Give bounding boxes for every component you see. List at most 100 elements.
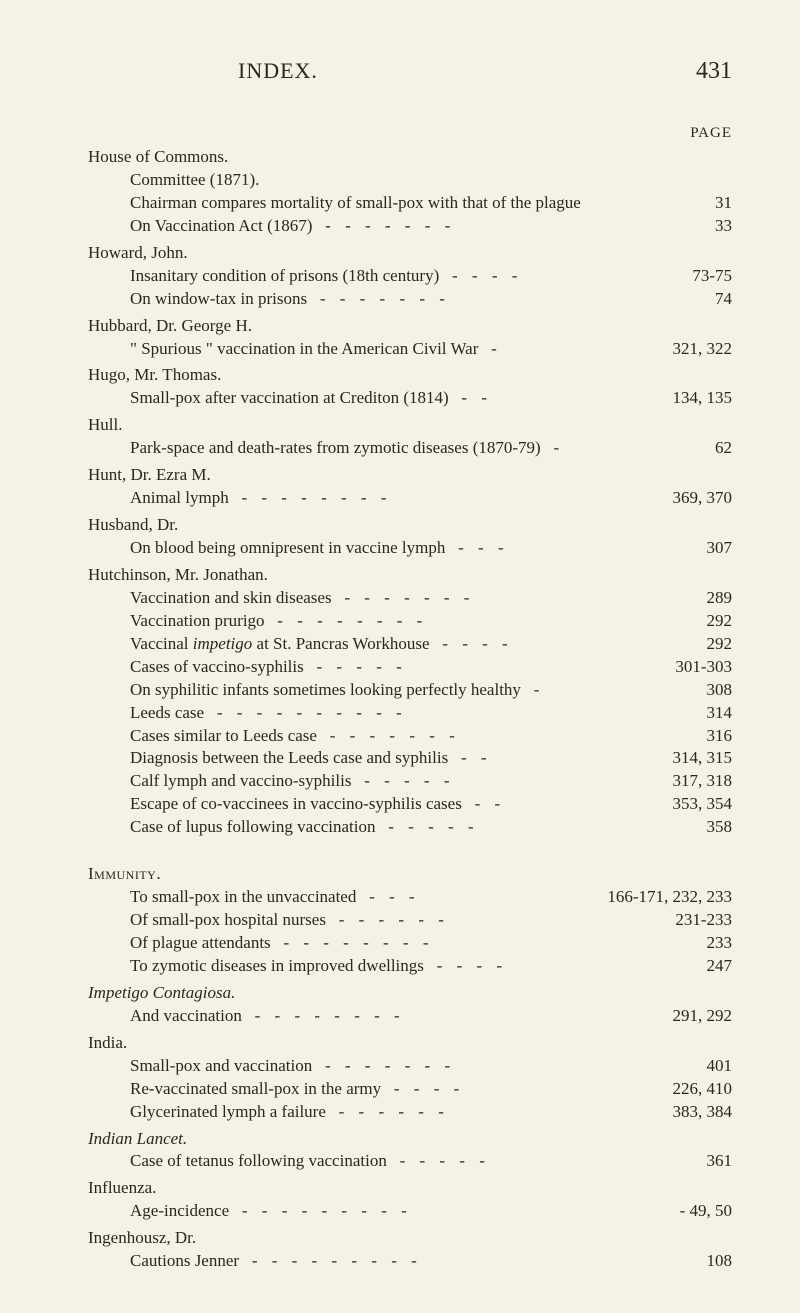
subentry-pages: 307 bbox=[660, 537, 732, 560]
index-subentry: Glycerinated lymph a failure - - - - - -… bbox=[88, 1101, 732, 1124]
subentry-pages: 353, 354 bbox=[612, 793, 732, 816]
index-heading: Ingenhousz, Dr. bbox=[88, 1227, 732, 1250]
subentry-pages: 291, 292 bbox=[612, 1005, 732, 1028]
subentry-text: Small-pox after vaccination at Crediton … bbox=[130, 387, 612, 410]
index-subentry: Cases similar to Leeds case - - - - - - … bbox=[88, 725, 732, 748]
subentry-text: Diagnosis between the Leeds case and syp… bbox=[130, 747, 612, 770]
index-heading: India. bbox=[88, 1032, 732, 1055]
index-subentry: Vaccination and skin diseases - - - - - … bbox=[88, 587, 732, 610]
index-subentry: On syphilitic infants sometimes looking … bbox=[88, 679, 732, 702]
subentry-pages: - 49, 50 bbox=[660, 1200, 732, 1223]
subentry-text: To small-pox in the unvaccinated - - - bbox=[130, 886, 572, 909]
subentry-pages: 314 bbox=[660, 702, 732, 725]
index-entries: House of Commons.Committee (1871).Chairm… bbox=[88, 146, 732, 1273]
index-heading: Hutchinson, Mr. Jonathan. bbox=[88, 564, 732, 587]
subentry-pages: 308 bbox=[660, 679, 732, 702]
subentry-pages: 321, 322 bbox=[612, 338, 732, 361]
subentry-text: Vaccinal impetigo at St. Pancras Workhou… bbox=[130, 633, 660, 656]
index-subentry: Vaccination prurigo - - - - - - - -292 bbox=[88, 610, 732, 633]
subentry-pages: 134, 135 bbox=[612, 387, 732, 410]
index-subentry: Vaccinal impetigo at St. Pancras Workhou… bbox=[88, 633, 732, 656]
index-heading: Husband, Dr. bbox=[88, 514, 732, 537]
subentry-pages: 231-233 bbox=[612, 909, 732, 932]
subentry-pages: 361 bbox=[660, 1150, 732, 1173]
page-number: 431 bbox=[696, 58, 732, 85]
subentry-text: Cases similar to Leeds case - - - - - - … bbox=[130, 725, 660, 748]
index-subentry: Leeds case - - - - - - - - - -314 bbox=[88, 702, 732, 725]
index-heading: Immunity. bbox=[88, 863, 732, 886]
index-title: INDEX. bbox=[238, 58, 318, 84]
subentry-pages: 226, 410 bbox=[612, 1078, 732, 1101]
index-subentry: On Vaccination Act (1867) - - - - - - -3… bbox=[88, 215, 732, 238]
index-subentry: Case of tetanus following vaccination - … bbox=[88, 1150, 732, 1173]
index-subentry: Of small-pox hospital nurses - - - - - -… bbox=[88, 909, 732, 932]
subentry-text: Calf lymph and vaccino-syphilis - - - - … bbox=[130, 770, 612, 793]
index-heading: Hunt, Dr. Ezra M. bbox=[88, 464, 732, 487]
index-subentry: Of plague attendants - - - - - - - -233 bbox=[88, 932, 732, 955]
subentry-text: Re-vaccinated small-pox in the army - - … bbox=[130, 1078, 612, 1101]
subentry-pages: 233 bbox=[660, 932, 732, 955]
subentry-pages: 247 bbox=[660, 955, 732, 978]
subentry-text: Committee (1871). bbox=[130, 169, 660, 192]
subentry-text: Leeds case - - - - - - - - - - bbox=[130, 702, 660, 725]
page-header: INDEX. 431 bbox=[88, 58, 732, 85]
subentry-text: Chairman compares mortality of small-pox… bbox=[130, 192, 660, 215]
index-heading: Influenza. bbox=[88, 1177, 732, 1200]
subentry-pages: 292 bbox=[660, 610, 732, 633]
index-subentry: Cases of vaccino-syphilis - - - - -301-3… bbox=[88, 656, 732, 679]
subentry-text: Of plague attendants - - - - - - - - bbox=[130, 932, 660, 955]
subentry-pages: 31 bbox=[660, 192, 732, 215]
index-subentry: Re-vaccinated small-pox in the army - - … bbox=[88, 1078, 732, 1101]
index-subentry: To zymotic diseases in improved dwelling… bbox=[88, 955, 732, 978]
subentry-text: Age-incidence - - - - - - - - - bbox=[130, 1200, 660, 1223]
subentry-pages: 317, 318 bbox=[612, 770, 732, 793]
index-subentry: " Spurious " vaccination in the American… bbox=[88, 338, 732, 361]
subentry-pages: 292 bbox=[660, 633, 732, 656]
index-subentry: Chairman compares mortality of small-pox… bbox=[88, 192, 732, 215]
index-subentry: Committee (1871). bbox=[88, 169, 732, 192]
subentry-text: Case of lupus following vaccination - - … bbox=[130, 816, 660, 839]
index-subentry: Cautions Jenner - - - - - - - - -108 bbox=[88, 1250, 732, 1273]
subentry-pages: 301-303 bbox=[612, 656, 732, 679]
subentry-text: On blood being omnipresent in vaccine ly… bbox=[130, 537, 660, 560]
subentry-text: Glycerinated lymph a failure - - - - - - bbox=[130, 1101, 612, 1124]
index-subentry: On window-tax in prisons - - - - - - -74 bbox=[88, 288, 732, 311]
page-column-label: PAGE bbox=[88, 125, 732, 142]
subentry-text: Small-pox and vaccination - - - - - - - bbox=[130, 1055, 660, 1078]
index-heading: Indian Lancet. bbox=[88, 1128, 732, 1151]
subentry-text: Park-space and death-rates from zymotic … bbox=[130, 437, 660, 460]
subentry-pages: 73-75 bbox=[660, 265, 732, 288]
subentry-pages: 33 bbox=[660, 215, 732, 238]
subentry-text: Vaccination and skin diseases - - - - - … bbox=[130, 587, 660, 610]
subentry-pages: 166-171, 232, 233 bbox=[572, 886, 732, 909]
index-heading: House of Commons. bbox=[88, 146, 732, 169]
subentry-text: Vaccination prurigo - - - - - - - - bbox=[130, 610, 660, 633]
index-subentry: And vaccination - - - - - - - -291, 292 bbox=[88, 1005, 732, 1028]
index-subentry: On blood being omnipresent in vaccine ly… bbox=[88, 537, 732, 560]
subentry-pages: 74 bbox=[660, 288, 732, 311]
index-heading: Hugo, Mr. Thomas. bbox=[88, 364, 732, 387]
index-subentry: Escape of co-vaccinees in vaccino-syphil… bbox=[88, 793, 732, 816]
subentry-pages: 314, 315 bbox=[612, 747, 732, 770]
subentry-pages: 62 bbox=[660, 437, 732, 460]
index-subentry: Animal lymph - - - - - - - -369, 370 bbox=[88, 487, 732, 510]
subentry-pages: 358 bbox=[660, 816, 732, 839]
index-heading: Hull. bbox=[88, 414, 732, 437]
index-heading: Impetigo Contagiosa. bbox=[88, 982, 732, 1005]
subentry-text: On window-tax in prisons - - - - - - - bbox=[130, 288, 660, 311]
index-subentry: Case of lupus following vaccination - - … bbox=[88, 816, 732, 839]
index-heading: Howard, John. bbox=[88, 242, 732, 265]
subentry-text: On syphilitic infants sometimes looking … bbox=[130, 679, 660, 702]
index-subentry: Calf lymph and vaccino-syphilis - - - - … bbox=[88, 770, 732, 793]
subentry-text: Of small-pox hospital nurses - - - - - - bbox=[130, 909, 612, 932]
index-subentry: Park-space and death-rates from zymotic … bbox=[88, 437, 732, 460]
subentry-text: Cases of vaccino-syphilis - - - - - bbox=[130, 656, 612, 679]
subentry-pages: 316 bbox=[660, 725, 732, 748]
subentry-text: To zymotic diseases in improved dwelling… bbox=[130, 955, 660, 978]
subentry-pages: 401 bbox=[660, 1055, 732, 1078]
subentry-pages: 289 bbox=[660, 587, 732, 610]
index-heading: Hubbard, Dr. George H. bbox=[88, 315, 732, 338]
subentry-text: Escape of co-vaccinees in vaccino-syphil… bbox=[130, 793, 612, 816]
subentry-text: Case of tetanus following vaccination - … bbox=[130, 1150, 660, 1173]
index-subentry: To small-pox in the unvaccinated - - -16… bbox=[88, 886, 732, 909]
